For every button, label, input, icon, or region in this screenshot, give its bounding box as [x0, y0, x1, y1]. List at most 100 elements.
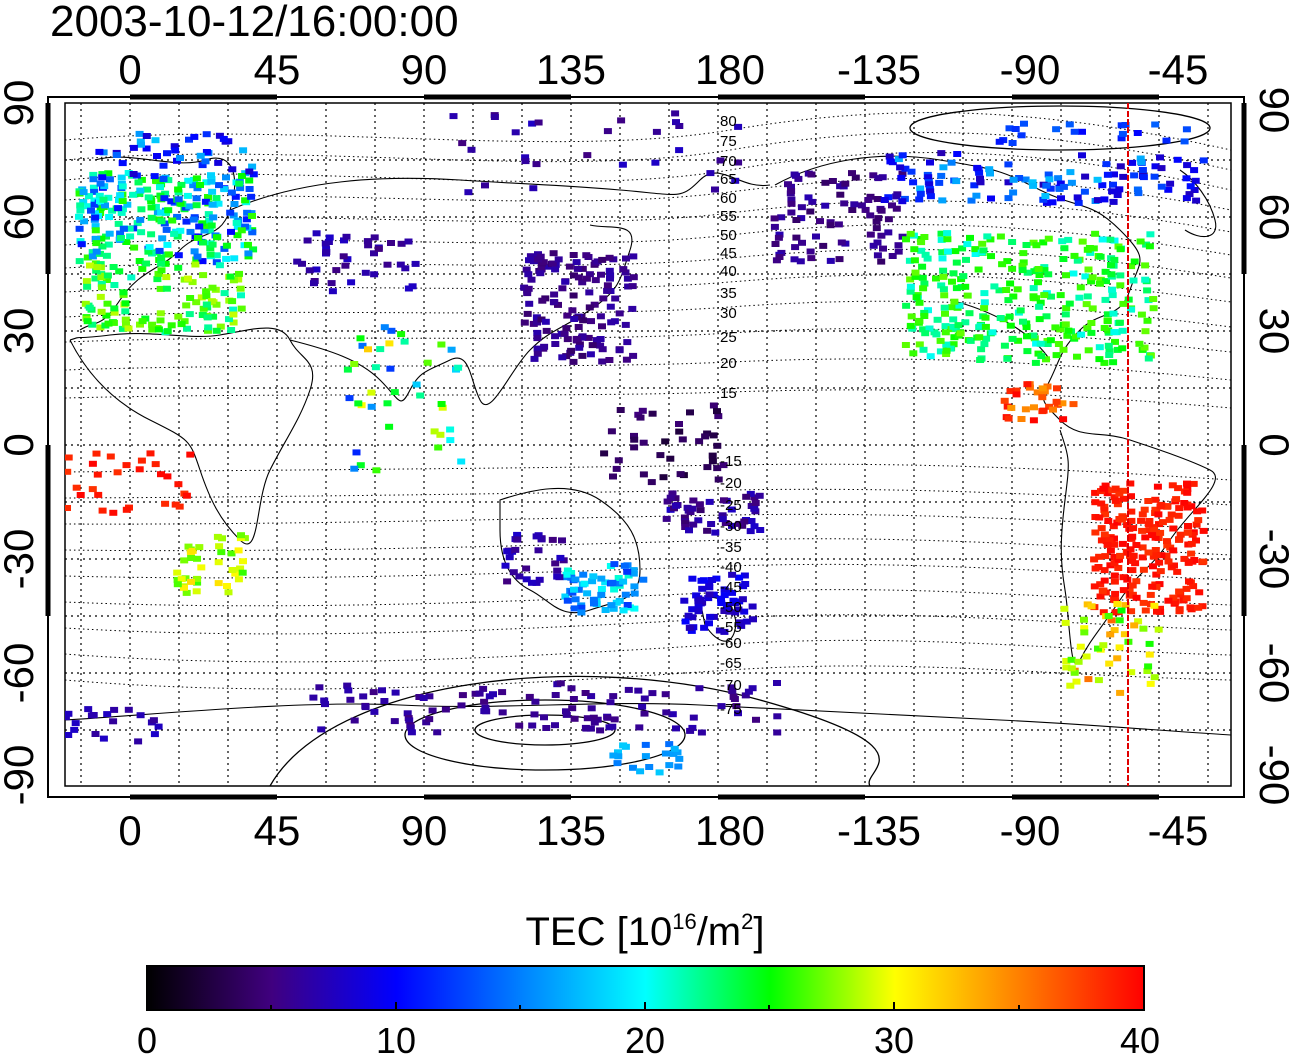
tec-observation-cell: [639, 576, 648, 583]
tec-observation-cell: [522, 565, 531, 572]
tec-observation-cell: [1175, 608, 1184, 615]
tec-observation-cell: [199, 272, 208, 279]
contour-label: -55: [720, 619, 742, 636]
tec-observation-cell: [1094, 677, 1103, 684]
tec-observation-cell: [551, 722, 559, 729]
tec-observation-cell: [239, 558, 247, 565]
tec-observation-cell: [102, 277, 111, 283]
tec-observation-cell: [943, 236, 952, 243]
tec-observation-cell: [215, 182, 223, 189]
contour-label: 65: [720, 171, 737, 188]
tec-observation-cell: [126, 233, 135, 240]
tec-observation-cell: [735, 520, 744, 527]
tec-observation-cell: [1070, 128, 1079, 135]
tec-observation-cell: [1180, 555, 1189, 562]
tec-observation-cell: [565, 263, 574, 270]
tec-observation-cell: [85, 304, 94, 311]
tec-observation-cell: [787, 200, 796, 207]
tec-observation-cell: [1029, 293, 1038, 300]
tec-observation-cell: [1151, 496, 1160, 503]
tec-observation-cell: [1105, 537, 1114, 544]
tec-observation-cell: [1096, 253, 1105, 260]
tec-observation-cell: [1107, 262, 1115, 268]
tec-observation-cell: [578, 352, 587, 359]
tec-observation-cell: [1129, 552, 1138, 559]
tec-observation-cell: [1117, 516, 1126, 523]
tec-observation-cell: [1059, 416, 1068, 423]
tec-observation-cell: [672, 119, 680, 126]
top-longitude-axis: 0 45 90 135 180 -135 -90 -45: [118, 46, 1208, 93]
tec-observation-cell: [1132, 542, 1141, 548]
tec-observation-cell: [1005, 313, 1014, 320]
contour-label: 75: [720, 133, 737, 150]
tec-observation-cell: [1133, 186, 1142, 193]
tec-observation-cell: [65, 505, 71, 511]
tec-observation-cell: [192, 175, 201, 182]
tec-observation-cell: [616, 407, 625, 413]
tec-observation-cell: [327, 280, 336, 287]
tec-observation-cell: [1144, 549, 1153, 556]
tec-observation-cell: [520, 284, 529, 291]
tec-observation-cell: [1138, 511, 1147, 518]
tec-observation-cell: [562, 325, 571, 332]
tec-observation-cell: [94, 491, 103, 498]
contour-label: -70: [720, 677, 742, 694]
tec-observation-cell: [177, 576, 186, 583]
tec-observation-cell: [127, 274, 136, 281]
tec-observation-cell: [200, 227, 209, 234]
tec-observation-cell: [956, 330, 965, 337]
tec-observation-cell: [87, 207, 95, 214]
tec-observation-cell: [1141, 276, 1150, 283]
tec-observation-cell: [1111, 597, 1120, 604]
tec-observation-cell: [134, 179, 143, 186]
tec-observation-cell: [711, 529, 720, 536]
tec-observation-cell: [157, 218, 166, 225]
tec-observation-cell: [532, 314, 541, 321]
tec-observation-cell: [1141, 534, 1150, 541]
tec-observation-cell: [1164, 597, 1173, 604]
tec-observation-cell: [1087, 603, 1096, 610]
tec-observation-cell: [1119, 587, 1128, 594]
tec-observation-cell: [774, 234, 783, 241]
tec-observation-cell: [369, 689, 378, 696]
tec-observation-cell: [232, 219, 241, 226]
tec-observation-cell: [598, 256, 607, 263]
tec-observation-cell: [1093, 197, 1102, 204]
tec-observation-cell: [174, 186, 183, 193]
tec-observation-cell: [91, 275, 100, 282]
tec-observation-cell: [317, 726, 326, 733]
tec-observation-cell: [1186, 183, 1195, 190]
tec-observation-cell: [244, 250, 253, 257]
tec-observation-cell: [1140, 344, 1149, 351]
tec-observation-cell: [775, 254, 784, 260]
tec-observation-cell: [397, 331, 406, 338]
tec-observation-cell: [79, 199, 88, 206]
tec-observation-cell: [116, 192, 125, 199]
tec-observation-cell: [1128, 582, 1137, 589]
tec-observation-cell: [917, 239, 926, 246]
tec-observation-cell: [1076, 284, 1085, 291]
tec-observation-cell: [665, 762, 674, 769]
tec-observation-cell: [828, 178, 837, 184]
tec-observation-cell: [196, 182, 204, 188]
tec-observation-cell: [728, 589, 736, 596]
tec-observation-cell: [888, 253, 897, 259]
tec-observation-cell: [947, 159, 956, 166]
tec-observation-cell: [347, 279, 356, 286]
tec-observation-cell: [713, 408, 721, 415]
tec-observation-cell: [449, 113, 458, 120]
tec-observation-cell: [910, 257, 919, 264]
tec-observation-cell: [65, 454, 73, 461]
tec-observation-cell: [1049, 406, 1057, 413]
tec-observation-cell: [1158, 519, 1167, 526]
tec-observation-cell: [1097, 537, 1106, 544]
tec-observation-cell: [622, 255, 630, 262]
tec-observation-cell: [980, 341, 989, 348]
tec-observation-cell: [110, 706, 119, 713]
tec-observation-cell: [954, 322, 963, 329]
tec-observation-cell: [996, 315, 1005, 321]
tec-observation-cell: [734, 710, 742, 717]
tec-observation-cell: [581, 690, 590, 696]
contour-label: 30: [720, 305, 737, 322]
tec-observation-cell: [926, 193, 935, 200]
